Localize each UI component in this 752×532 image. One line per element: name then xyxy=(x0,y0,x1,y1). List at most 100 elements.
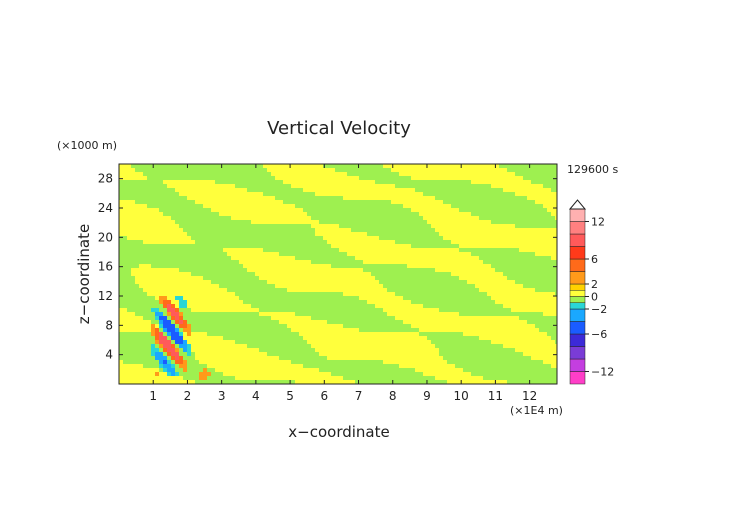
heatmap-cell xyxy=(147,188,151,192)
heatmap-cell xyxy=(543,284,547,288)
heatmap-cell xyxy=(167,288,171,292)
heatmap-cell xyxy=(507,168,511,172)
heatmap-cell xyxy=(143,196,147,200)
heatmap-cell xyxy=(263,248,267,252)
heatmap-cell xyxy=(459,224,463,228)
heatmap-cell xyxy=(307,308,311,312)
heatmap-cell xyxy=(227,280,231,284)
heatmap-cell xyxy=(387,304,391,308)
heatmap-cell xyxy=(423,176,427,180)
heatmap-cell xyxy=(439,324,443,328)
heatmap-cell xyxy=(311,180,315,184)
heatmap-cell xyxy=(203,288,207,292)
heatmap-cell xyxy=(271,336,275,340)
heatmap-cell xyxy=(219,176,223,180)
heatmap-cell xyxy=(283,312,287,316)
heatmap-cell xyxy=(491,276,495,280)
heatmap-cell xyxy=(219,180,223,184)
heatmap-cell xyxy=(419,276,423,280)
heatmap-cell xyxy=(351,212,355,216)
heatmap-cell xyxy=(507,252,511,256)
heatmap-cell xyxy=(331,180,335,184)
heatmap-cell xyxy=(187,324,191,328)
heatmap-cell xyxy=(123,232,127,236)
heatmap-cell xyxy=(151,300,155,304)
heatmap-cell xyxy=(299,316,303,320)
heatmap-cell xyxy=(223,344,227,348)
heatmap-cell xyxy=(515,200,519,204)
heatmap-cell xyxy=(203,180,207,184)
heatmap-cell xyxy=(523,216,527,220)
heatmap-cell xyxy=(439,216,443,220)
heatmap-cell xyxy=(203,164,207,168)
heatmap-cell xyxy=(371,216,375,220)
heatmap-cell xyxy=(395,192,399,196)
heatmap-cell xyxy=(243,248,247,252)
heatmap-cell xyxy=(323,272,327,276)
heatmap-cell xyxy=(479,192,483,196)
heatmap-cell xyxy=(159,324,163,328)
heatmap-cell xyxy=(235,168,239,172)
heatmap-cell xyxy=(467,328,471,332)
heatmap-cell xyxy=(271,344,275,348)
heatmap-cell xyxy=(203,200,207,204)
heatmap-cell xyxy=(123,344,127,348)
heatmap-cell xyxy=(235,268,239,272)
heatmap-cell xyxy=(519,272,523,276)
heatmap-cell xyxy=(359,248,363,252)
heatmap-cell xyxy=(139,224,143,228)
heatmap-cell xyxy=(279,164,283,168)
heatmap-cell xyxy=(439,220,443,224)
heatmap-cell xyxy=(523,196,527,200)
heatmap-cell xyxy=(459,324,463,328)
heatmap-cell xyxy=(351,184,355,188)
heatmap-cell xyxy=(327,264,331,268)
heatmap-cell xyxy=(319,284,323,288)
heatmap-cell xyxy=(195,304,199,308)
heatmap-cell xyxy=(143,332,147,336)
heatmap-cell xyxy=(175,248,179,252)
heatmap-cell xyxy=(407,216,411,220)
heatmap-cell xyxy=(259,340,263,344)
heatmap-cell xyxy=(215,220,219,224)
heatmap-cell xyxy=(511,228,515,232)
heatmap-cell xyxy=(439,332,443,336)
heatmap-cell xyxy=(271,204,275,208)
heatmap-cell xyxy=(503,164,507,168)
heatmap-cell xyxy=(387,240,391,244)
heatmap-cell xyxy=(507,184,511,188)
heatmap-cell xyxy=(223,276,227,280)
heatmap-cell xyxy=(287,284,291,288)
heatmap-cell xyxy=(515,304,519,308)
heatmap-cell xyxy=(303,288,307,292)
heatmap-cell xyxy=(163,172,167,176)
heatmap-cell xyxy=(243,292,247,296)
heatmap-cell xyxy=(447,248,451,252)
heatmap-cell xyxy=(227,200,231,204)
heatmap-cell xyxy=(183,344,187,348)
heatmap-cell xyxy=(159,192,163,196)
heatmap-cell xyxy=(227,232,231,236)
heatmap-cell xyxy=(163,236,167,240)
heatmap-cell xyxy=(523,248,527,252)
heatmap-cell xyxy=(363,172,367,176)
heatmap-cell xyxy=(383,336,387,340)
heatmap-cell xyxy=(275,280,279,284)
heatmap-cell xyxy=(179,320,183,324)
heatmap-cell xyxy=(515,180,519,184)
heatmap-cell xyxy=(491,260,495,264)
heatmap-cell xyxy=(163,228,167,232)
heatmap-cell xyxy=(451,176,455,180)
heatmap-cell xyxy=(555,316,557,320)
heatmap-cell xyxy=(135,164,139,168)
heatmap-cell xyxy=(211,244,215,248)
heatmap-cell xyxy=(355,164,359,168)
heatmap-cell xyxy=(455,276,459,280)
heatmap-cell xyxy=(363,280,367,284)
heatmap-cell xyxy=(531,196,535,200)
heatmap-cell xyxy=(155,272,159,276)
heatmap-cell xyxy=(331,188,335,192)
heatmap-cell xyxy=(275,296,279,300)
heatmap-cell xyxy=(471,292,475,296)
heatmap-cell xyxy=(139,312,143,316)
